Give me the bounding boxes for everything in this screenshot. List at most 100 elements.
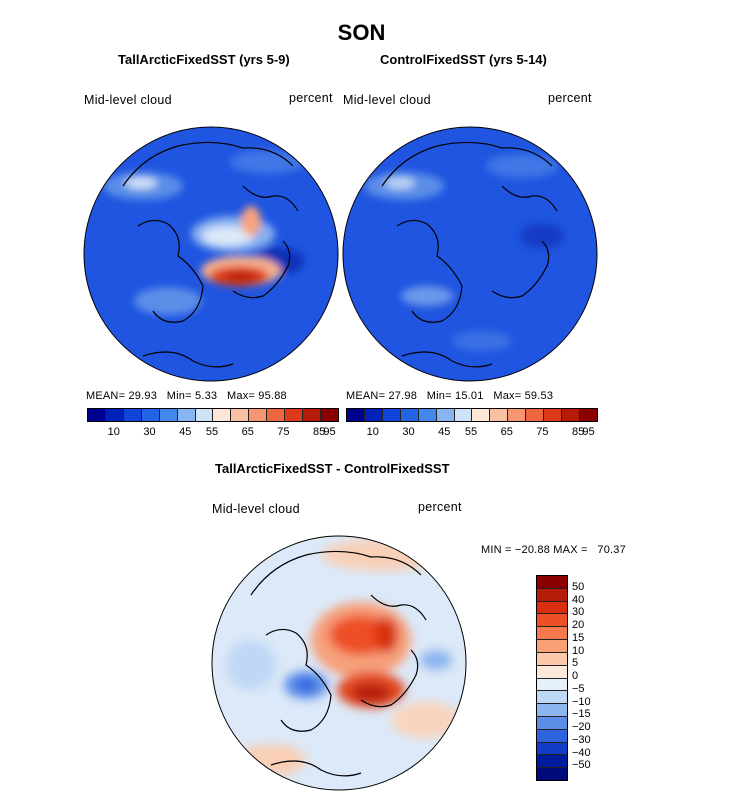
colorbar-level-label: −50 [572, 759, 591, 772]
colorbar-swatch [537, 768, 567, 780]
mean-value: 27.98 [388, 390, 418, 402]
colorbar-swatch [537, 627, 567, 641]
colorbar-swatch [537, 652, 567, 666]
mean-value: 29.93 [128, 390, 158, 402]
colorbar-tick-label: 95 [323, 426, 336, 438]
colorbar-tick-label: 65 [500, 426, 513, 438]
mean-label: MEAN= [346, 390, 386, 402]
panel-control-variable: Mid-level cloud [343, 93, 431, 107]
panel-tall-subtitle: TallArcticFixedSST (yrs 5-9) [118, 52, 290, 67]
map-diff-blue-area [420, 650, 452, 670]
colorbar-level-label: 20 [572, 619, 585, 631]
figure-title: SON [337, 20, 386, 45]
colorbar-swatch [418, 409, 437, 421]
colorbar-swatch [303, 409, 321, 421]
colorbar-swatch [537, 742, 567, 756]
colorbar-swatch [537, 614, 567, 628]
colorbar-tick-label: 55 [205, 426, 219, 438]
colorbar-tick-label: 65 [241, 426, 254, 438]
colorbar-level-label: 0 [572, 670, 579, 682]
colorbar-swatch [141, 409, 160, 421]
colorbar-swatch [364, 409, 383, 421]
diff-units: percent [418, 500, 462, 514]
panel-control-units: percent [548, 91, 592, 105]
colorbar-swatch [537, 729, 567, 743]
colorbar-swatch [231, 409, 250, 421]
map-tall [83, 126, 339, 382]
colorbar-control [346, 408, 598, 422]
colorbar-control-ticks: 10 30 45 55 65 75 85 95 [346, 426, 596, 440]
colorbar-swatch [177, 409, 196, 421]
colorbar-swatch [249, 409, 268, 421]
map-diff-coastlines [250, 550, 427, 777]
map-control-white-spot [385, 177, 415, 189]
colorbar-tick-label: 75 [536, 426, 549, 438]
colorbar-level-label: 30 [572, 606, 585, 619]
map-tall-orange-area [241, 206, 261, 236]
diff-variable: Mid-level cloud [212, 502, 300, 516]
colorbar-swatch [537, 716, 567, 730]
map-diff [211, 535, 467, 791]
min-label: Min= [426, 390, 452, 402]
map-diff-salmon-area [236, 744, 306, 776]
map-tall-coastlines [122, 141, 299, 368]
map-control-coastlines [381, 141, 558, 368]
colorbar-swatch [382, 409, 401, 421]
colorbar-tick-label: 10 [107, 426, 120, 438]
colorbar-swatch [508, 409, 527, 421]
map-control [342, 126, 598, 382]
panel-tall-units: percent [289, 91, 333, 105]
colorbar-swatch [537, 601, 567, 615]
map-diff-blue-area [226, 640, 276, 690]
colorbar-level-label: −30 [572, 733, 591, 746]
map-diff-blue-core [296, 678, 316, 692]
diff-title: TallArcticFixedSST - ControlFixedSST [215, 461, 450, 476]
colorbar-tall [87, 408, 339, 422]
min-value: 5.33 [195, 390, 218, 402]
colorbar-level-label: −10 [572, 695, 591, 708]
colorbar-swatch [537, 755, 567, 769]
colorbar-tick-label: 30 [402, 426, 415, 438]
map-diff-salmon-area [321, 539, 441, 571]
colorbar-level-label: 50 [572, 580, 585, 593]
colorbar-level-label: −15 [572, 708, 591, 721]
map-control-light-area [486, 154, 558, 178]
colorbar-swatch [195, 409, 214, 421]
max-label: Max= [493, 390, 522, 402]
diff-minmax: MIN = −20.88 MAX = 70.37 [481, 544, 626, 556]
colorbar-tick-label: 85 [313, 426, 326, 438]
colorbar-swatch [436, 409, 455, 421]
colorbar-tall-ticks: 10 30 45 55 65 75 85 95 [87, 426, 337, 440]
colorbar-swatch [579, 409, 597, 421]
colorbar-swatch [213, 409, 232, 421]
colorbar-swatch [526, 409, 545, 421]
map-diff-salmon-area [391, 702, 461, 738]
colorbar-level-label: −5 [572, 682, 585, 695]
map-diff-red-core [351, 684, 391, 702]
colorbar-swatch [159, 409, 178, 421]
map-tall-white-spot [125, 177, 157, 189]
colorbar-level-label: 5 [572, 657, 579, 670]
colorbar-swatch [285, 409, 304, 421]
min-value: 15.01 [455, 390, 484, 402]
colorbar-swatch [544, 409, 563, 421]
colorbar-swatch [400, 409, 419, 421]
map-control-dark-area [520, 224, 564, 248]
colorbar-level-label: −40 [572, 746, 591, 759]
colorbar-swatch [105, 409, 124, 421]
colorbar-tick-label: 30 [143, 426, 156, 438]
colorbar-swatch [472, 409, 491, 421]
colorbar-swatch [537, 576, 567, 589]
colorbar-tick-label: 10 [366, 426, 379, 438]
colorbar-level-label: 40 [572, 593, 585, 606]
colorbar-swatch [267, 409, 286, 421]
colorbar-swatch [454, 409, 473, 421]
max-label: Max= [227, 390, 256, 402]
colorbar-tick-label: 75 [277, 426, 290, 438]
map-control-light-area [452, 331, 512, 351]
colorbar-swatch [537, 640, 567, 653]
panel-tall-stats: MEAN= 29.93 Min= 5.33 Max= 95.88 [86, 390, 287, 402]
colorbar-tick-label: 55 [464, 426, 478, 438]
colorbar-level-label: −20 [572, 721, 591, 733]
colorbar-swatch [320, 409, 338, 421]
